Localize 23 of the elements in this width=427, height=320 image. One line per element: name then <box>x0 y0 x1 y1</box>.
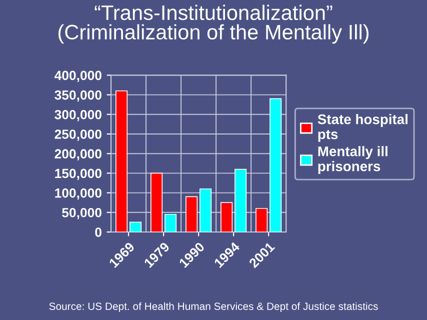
bar <box>164 214 177 232</box>
y-tick-label: 300,000 <box>54 110 102 122</box>
y-tick-label: 150,000 <box>55 168 102 180</box>
y-tick-label: 400,000 <box>54 70 102 82</box>
y-tick-label: 200,000 <box>54 149 102 160</box>
legend-label: State hospital pts <box>318 114 408 142</box>
y-tick-label: 250,000 <box>54 130 102 141</box>
bar <box>116 90 128 232</box>
y-tick-label: 100,000 <box>55 188 102 200</box>
y-tick-label: 350,000 <box>54 90 102 102</box>
chart-title: “Trans-Institutionalization” (Criminalization of the Mentally Ill) <box>58 4 369 44</box>
bar <box>130 222 142 232</box>
legend-label: Mentally ill prisoners <box>318 146 388 174</box>
y-tick-label: 0 <box>95 228 102 237</box>
bar <box>270 98 282 232</box>
bar <box>150 172 163 232</box>
y-tick-label: 50,000 <box>62 208 102 220</box>
bar <box>200 188 212 232</box>
bar <box>256 208 268 232</box>
bar <box>234 168 247 232</box>
bar <box>220 202 233 232</box>
source-note: Source: US Dept. of Health Human Services & Dept of Justice statistics <box>49 302 378 312</box>
bar <box>186 196 198 232</box>
